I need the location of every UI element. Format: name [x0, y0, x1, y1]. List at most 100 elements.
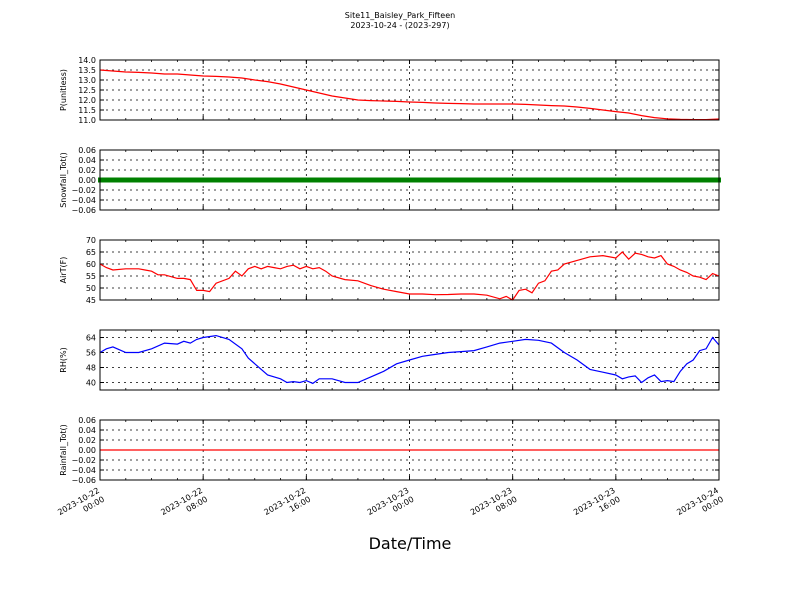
series-point — [136, 177, 141, 183]
series-point — [404, 177, 409, 183]
series-point — [394, 177, 399, 183]
y-axis-label: Snowfall_Tot() — [59, 152, 68, 208]
panel-0: 14.013.513.012.512.011.511.0 P(unitless) — [59, 56, 720, 125]
series-line-0-0 — [99, 69, 720, 121]
plot-frame — [99, 149, 720, 211]
series-point — [542, 177, 547, 183]
plot-frame — [99, 419, 720, 481]
series-point — [149, 177, 154, 183]
y-tick-label: 40 — [86, 379, 96, 388]
series-point — [700, 177, 705, 183]
series-point — [204, 177, 209, 183]
y-axis-label: RH(%) — [59, 347, 68, 372]
y-tick-label: 60 — [86, 260, 96, 269]
plot-frame — [99, 329, 720, 391]
series-point — [471, 177, 476, 183]
series-point — [233, 177, 238, 183]
series-point — [568, 177, 573, 183]
series-point — [156, 177, 161, 183]
series-point — [687, 177, 692, 183]
series-point — [349, 177, 354, 183]
series-point — [420, 177, 425, 183]
y-tick-label: 13.0 — [78, 76, 96, 85]
y-tick-label: 0.02 — [78, 436, 96, 445]
series-point — [352, 177, 357, 183]
y-tick-label: 0.00 — [78, 446, 96, 455]
series-point — [310, 177, 315, 183]
series-point — [343, 177, 348, 183]
series-point — [301, 177, 306, 183]
series-point — [375, 177, 380, 183]
y-tick-label: 11.5 — [78, 106, 96, 115]
series-point — [275, 177, 280, 183]
series-point — [520, 177, 525, 183]
series-point — [130, 177, 135, 183]
series-point — [365, 177, 370, 183]
series-point — [629, 177, 634, 183]
series-point — [226, 177, 231, 183]
series-point — [607, 177, 612, 183]
series-point — [539, 177, 544, 183]
series-point — [613, 177, 618, 183]
x-tick-label: 2023-10-2308:00 — [469, 486, 519, 526]
series-point — [704, 177, 709, 183]
chart-subtitle: 2023-10-24 - (2023-297) — [350, 21, 450, 30]
series-point — [423, 177, 428, 183]
y-tick-label: 0.06 — [78, 146, 96, 155]
y-tick-label: −0.04 — [71, 466, 96, 475]
series-point — [333, 177, 338, 183]
series-point — [326, 177, 331, 183]
series-point — [268, 177, 273, 183]
y-tick-label: 13.5 — [78, 66, 96, 75]
panel-2: 70 65 60 55 50 45 AirT(F) — [59, 236, 720, 305]
series-point — [168, 177, 173, 183]
series-point — [165, 177, 170, 183]
series-point — [139, 177, 144, 183]
series-point — [101, 177, 106, 183]
series-point — [143, 177, 148, 183]
series-point — [355, 177, 360, 183]
series-point — [220, 177, 225, 183]
series-point — [426, 177, 431, 183]
series-point — [575, 177, 580, 183]
series-point — [646, 177, 651, 183]
plot-frame — [99, 239, 720, 301]
series-point — [668, 177, 673, 183]
series-point — [610, 177, 615, 183]
series-point — [191, 177, 196, 183]
series-point — [488, 177, 493, 183]
series-point — [284, 177, 289, 183]
series-point — [291, 177, 296, 183]
series-point — [536, 177, 541, 183]
series-point — [604, 177, 609, 183]
series-point — [288, 177, 293, 183]
series-point — [368, 177, 373, 183]
series-point — [294, 177, 299, 183]
series-point — [478, 177, 483, 183]
y-tick-label: 0.04 — [78, 426, 96, 435]
series-point — [388, 177, 393, 183]
y-tick-label: −0.04 — [71, 196, 96, 205]
series-point — [462, 177, 467, 183]
y-tick-label: 0.00 — [78, 176, 96, 185]
y-tick-label: 12.0 — [78, 96, 96, 105]
series-point — [239, 177, 244, 183]
series-point — [110, 177, 115, 183]
x-tick-label: 2023-10-2200:00 — [56, 486, 106, 526]
series-point — [439, 177, 444, 183]
series-point — [584, 177, 589, 183]
series-point — [713, 177, 718, 183]
series-point — [210, 177, 215, 183]
series-point — [452, 177, 457, 183]
plot-frame — [99, 59, 720, 121]
series-point — [681, 177, 686, 183]
x-tick-label: 2023-10-2208:00 — [159, 486, 209, 526]
series-point — [307, 177, 312, 183]
series-point — [317, 177, 322, 183]
series-point — [214, 177, 219, 183]
series-point — [123, 177, 128, 183]
series-line-3-0 — [99, 334, 720, 385]
y-tick-label: 50 — [86, 284, 96, 293]
series-point — [475, 177, 480, 183]
series-point — [468, 177, 473, 183]
